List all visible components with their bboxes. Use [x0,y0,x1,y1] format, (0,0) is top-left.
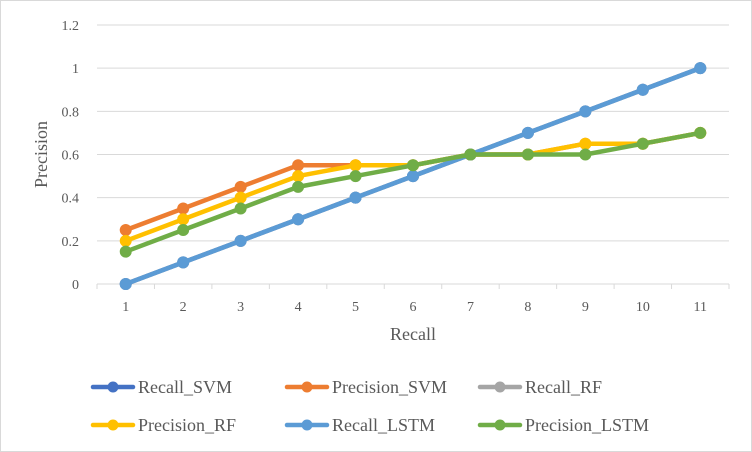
series-precision-rf [119,126,707,247]
data-point [579,105,592,118]
data-point [636,83,649,96]
data-point [292,213,305,226]
data-point [694,62,707,75]
series-lines [119,62,707,290]
series-recall-lstm [119,62,707,290]
series-precision-lstm [119,126,707,258]
gridlines [97,24,729,242]
y-tick-label: 1.2 [62,19,80,34]
legend-item: Precision_SVM [284,377,447,397]
x-tick-label: 10 [636,300,650,315]
data-point [349,159,362,172]
x-tick-label: 2 [180,300,187,315]
data-point [349,170,362,183]
data-point [292,180,305,193]
y-tick-label: 0.4 [62,192,80,207]
data-point [119,224,132,237]
y-tick-label: 0.2 [62,235,80,250]
legend-label: Precision_SVM [332,377,447,397]
y-axis-title: Precision [31,121,51,188]
legend-label: Recall_RF [525,377,602,397]
legend-swatch-marker [494,381,506,393]
legend-swatch-marker [301,381,313,393]
data-point [407,159,419,172]
legend-label: Recall_SVM [138,377,232,397]
data-point [119,234,132,247]
x-tick-label: 3 [237,300,244,315]
x-tick-label: 1 [122,300,129,315]
data-point [636,137,649,150]
data-point [521,148,534,161]
x-tick-label: 6 [410,300,417,315]
data-point [234,202,247,215]
data-point [694,126,707,139]
data-point [579,137,592,150]
x-tick-label: 9 [582,300,589,315]
data-point [177,224,190,237]
legend-label: Recall_LSTM [332,415,435,435]
x-tick-label: 4 [295,300,302,315]
legend-item: Precision_RF [90,415,236,435]
x-tick-label: 5 [352,300,359,315]
axes: 0 0.2 0.4 0.6 0.8 1 1.2 1 2 3 4 5 6 7 8 9 10 11 [62,19,730,315]
data-point [234,180,247,193]
legend-item: Precision_LSTM [477,415,649,435]
y-tick-label: 0.8 [62,105,80,120]
legend-item: Recall_SVM [90,377,232,397]
data-point [464,148,477,161]
data-point [177,202,190,215]
y-tick-label: 0.6 [62,149,80,164]
data-point [234,234,247,247]
x-tick-label: 11 [694,300,707,315]
legend-swatch-marker [301,419,313,431]
data-point [407,170,419,183]
x-axis-title: Recall [390,324,436,344]
legend-item: Recall_RF [477,377,602,397]
data-point [119,278,132,290]
data-point [521,126,534,139]
legend: Recall_SVM Precision_SVM Recall_RF Precisio… [90,377,649,435]
legend-swatch-marker [107,419,119,431]
legend-label: Precision_RF [138,415,236,435]
series-line [123,130,703,254]
data-point [177,256,190,269]
data-point [177,213,190,226]
x-tick-label: 7 [467,300,474,315]
legend-swatch-marker [494,419,506,431]
y-tick-label: 1 [72,62,79,77]
data-point [292,159,305,172]
x-tick-label: 8 [524,300,531,315]
y-tick-label: 0 [72,278,79,293]
legend-label: Precision_LSTM [525,415,649,435]
legend-swatch-marker [107,381,119,393]
data-point [234,191,247,204]
data-point [579,148,592,161]
legend-item: Recall_LSTM [284,415,435,435]
data-point [119,245,132,258]
data-point [349,191,362,204]
data-point [292,170,305,183]
